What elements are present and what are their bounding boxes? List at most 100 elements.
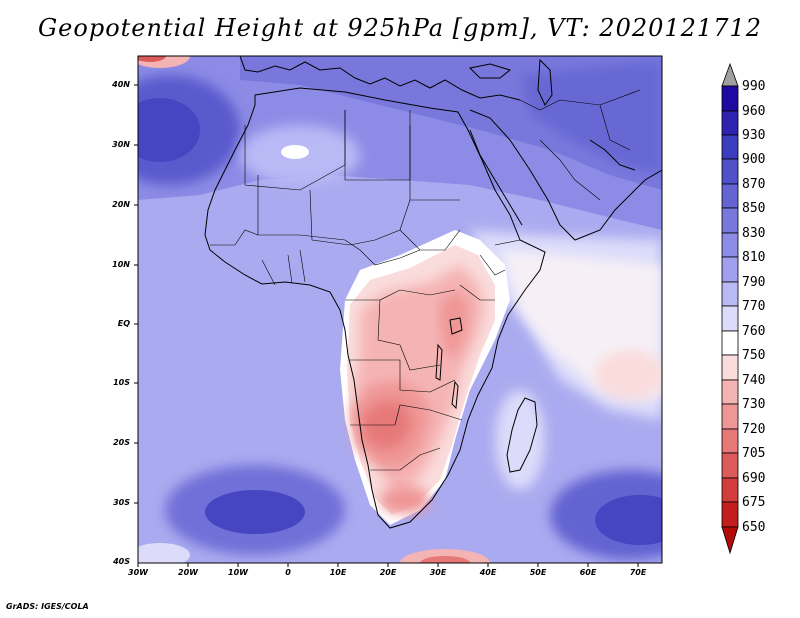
colorbar-segment [721,207,739,234]
lake-victoria [449,317,463,335]
field-sahara-core [281,145,309,159]
colorbar-segment [721,501,739,528]
lat-label: EQ [117,319,130,328]
field-indian-pink [595,350,662,400]
colorbar-segment [721,110,739,136]
colorbar-segment [721,232,739,258]
colorbar-label: 690 [742,471,766,486]
lon-label: 30E [429,568,447,577]
lon-label: 20E [379,568,397,577]
axis-ticks [134,84,639,567]
field-nw-corner-core [138,56,166,62]
border-segment [459,284,495,301]
colorbar-label: 930 [742,128,766,143]
border-segment [350,359,456,393]
colorbar-segment [721,330,739,356]
lon-label: 50E [529,568,547,577]
colorbar-label: 850 [742,201,766,216]
colorbar-segment [721,305,739,332]
colorbar-label: 870 [742,177,766,192]
colorbar-segment [721,452,739,479]
red-sea [469,129,523,226]
chart-title: Geopotential Height at 925hPa [gpm], VT:… [38,14,762,42]
border-segment [309,189,411,246]
border-segment [359,249,421,266]
colorbar-label: 990 [742,79,766,94]
colorbar-segment [721,134,739,160]
lat-label: 30N [112,140,130,149]
field-south-atlantic-core [205,490,305,534]
map-frame [137,55,663,564]
lon-label: 0 [285,568,291,577]
colorbar-top-triangle [721,62,739,87]
border-segment [370,447,441,471]
border-segment [345,289,456,301]
lake-malawi [451,380,459,410]
colorbar-segment [721,183,739,209]
colorbar-segment [721,379,739,405]
lon-label: 60E [579,568,597,577]
grads-credit: GrADS: IGES/COLA [6,602,89,611]
africa-coastline [204,87,546,529]
map-plot-area [138,56,662,563]
border-segment [377,299,441,371]
lon-label: 10W [228,568,248,577]
colorbar-segment [721,281,739,307]
field-cape-low [380,486,430,514]
colorbar-label: 675 [742,495,766,510]
field-south-edge-core [420,556,470,563]
border-segment [261,249,306,286]
colorbar-label: 705 [742,446,766,461]
colorbar-label: 790 [742,275,766,290]
colorbar-segment [721,354,739,381]
colorbar-label: 750 [742,348,766,363]
lat-label: 10N [112,260,130,269]
field-atlantic-nw-core [138,98,200,162]
lat-label: 40S [113,557,130,566]
border-segment [519,89,641,111]
lon-label: 40E [479,568,497,577]
coastlines [204,56,662,529]
colorbar-bottom-triangle [721,526,739,555]
lat-label: 10S [113,378,130,387]
colorbar-segment [721,428,739,454]
border-segment [539,139,601,201]
border-segment [599,104,631,151]
lat-label: 20N [112,200,130,209]
colorbar-label: 740 [742,373,766,388]
black-sea [468,63,512,79]
colorbar-segment [721,477,739,503]
field-rift [440,290,470,360]
colorbar-label: 770 [742,299,766,314]
border-segment [257,175,361,251]
border-segment [350,404,463,426]
colorbar-segment [721,85,739,112]
persian-gulf [589,139,636,171]
caspian-sea [537,58,553,106]
border-segment [479,239,521,276]
colorbar-label: 730 [742,397,766,412]
border-segment [210,229,259,246]
colorbar-label: 650 [742,520,766,535]
europe-coastline [239,56,521,101]
field-arabia [520,60,662,175]
colorbar [721,62,739,555]
colorbar-label: 830 [742,226,766,241]
colorbar-segment [721,158,739,185]
field-sw-edge-light [138,543,190,563]
lon-label: 70E [629,568,647,577]
field-south-indian-core [595,495,662,545]
border-segment [399,229,461,251]
arabia-coastline [469,109,662,241]
lon-label: 20W [178,568,198,577]
lat-label: 30S [113,498,130,507]
lake-tanganyika [435,343,443,381]
colorbar-label: 720 [742,422,766,437]
colorbar-label: 960 [742,104,766,119]
colorbar-segment [721,256,739,283]
lat-label: 40N [112,80,130,89]
colorbar-label: 760 [742,324,766,339]
colorbar-label: 810 [742,250,766,265]
field-madagascar-light [495,390,545,490]
